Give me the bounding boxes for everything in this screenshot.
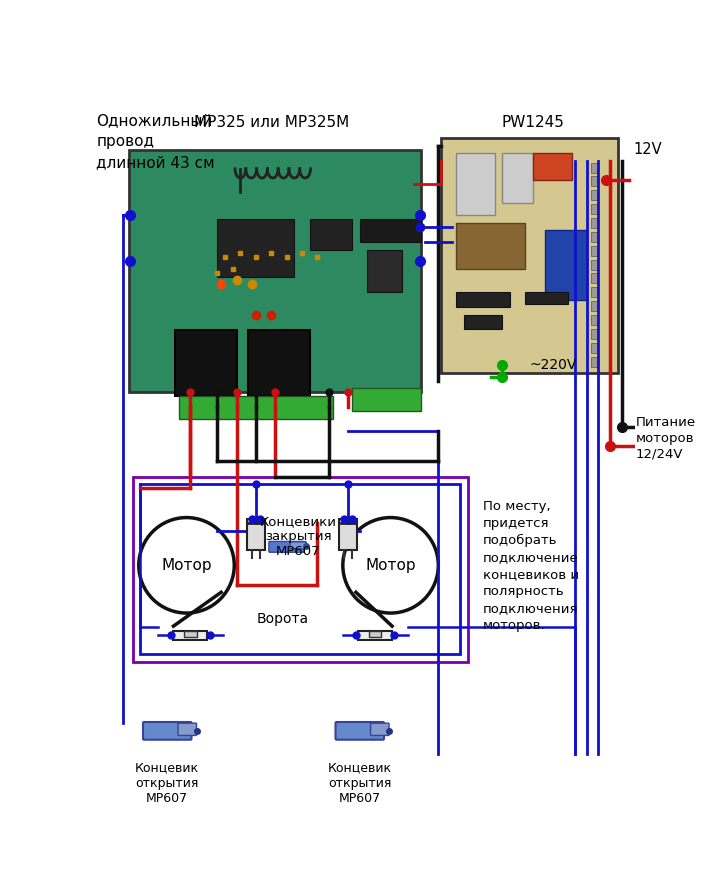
Bar — [590, 273, 597, 283]
Bar — [132, 477, 467, 662]
FancyBboxPatch shape — [178, 723, 197, 736]
Bar — [464, 315, 502, 329]
Bar — [456, 222, 525, 269]
FancyBboxPatch shape — [290, 542, 307, 549]
FancyBboxPatch shape — [336, 722, 384, 739]
Bar — [590, 246, 597, 255]
Bar — [590, 260, 597, 270]
Bar — [590, 315, 597, 325]
Bar — [590, 218, 597, 228]
Text: Ворота: Ворота — [257, 613, 309, 626]
Text: Мотор: Мотор — [365, 558, 416, 572]
Bar — [590, 343, 597, 353]
Bar — [590, 204, 597, 214]
Bar — [590, 356, 597, 367]
Text: 12V: 12V — [633, 142, 662, 157]
Bar — [248, 330, 309, 396]
Bar — [590, 190, 597, 200]
Text: Концевик
открытия
МР607: Концевик открытия МР607 — [328, 762, 392, 805]
Bar — [309, 219, 352, 250]
Text: Одножильный
провод
длинной 43 см: Одножильный провод длинной 43 см — [96, 113, 215, 171]
Bar — [590, 232, 597, 242]
Text: ~220V: ~220V — [529, 358, 576, 372]
Bar — [175, 330, 236, 396]
Bar — [502, 154, 533, 204]
Bar — [367, 250, 402, 292]
Bar — [140, 485, 460, 654]
Text: Концевики
закрытия
МР607: Концевики закрытия МР607 — [260, 515, 337, 558]
Bar — [456, 154, 494, 215]
Circle shape — [343, 518, 438, 613]
Bar — [360, 219, 421, 242]
Bar — [173, 630, 207, 640]
Bar — [440, 138, 617, 372]
Bar — [179, 396, 333, 419]
Bar — [544, 230, 587, 300]
FancyBboxPatch shape — [370, 723, 389, 736]
Text: МР325 или МР325М: МР325 или МР325М — [193, 115, 349, 129]
Bar — [369, 630, 382, 637]
FancyBboxPatch shape — [143, 722, 192, 739]
Bar — [590, 301, 597, 311]
Bar — [533, 154, 571, 180]
Bar — [590, 163, 597, 172]
Bar — [590, 288, 597, 297]
Text: По месту,
придется
подобрать
подключение
концевиков и
полярность
подключения
мот: По месту, придется подобрать подключение… — [483, 500, 579, 632]
Bar — [358, 630, 392, 640]
Bar — [217, 219, 295, 277]
FancyBboxPatch shape — [269, 541, 304, 552]
Bar — [129, 149, 421, 392]
Text: Мотор: Мотор — [161, 558, 212, 572]
Circle shape — [139, 518, 234, 613]
Text: PW1245: PW1245 — [501, 115, 564, 129]
Text: Концевик
открытия
МР607: Концевик открытия МР607 — [135, 762, 200, 805]
Text: Питание
моторов
12/24V: Питание моторов 12/24V — [636, 416, 695, 461]
Bar — [339, 519, 358, 550]
Bar — [352, 388, 421, 412]
Bar — [184, 630, 197, 637]
Bar — [456, 292, 510, 307]
Bar — [525, 292, 568, 304]
Bar — [590, 329, 597, 339]
Bar — [590, 177, 597, 187]
Bar — [246, 519, 265, 550]
